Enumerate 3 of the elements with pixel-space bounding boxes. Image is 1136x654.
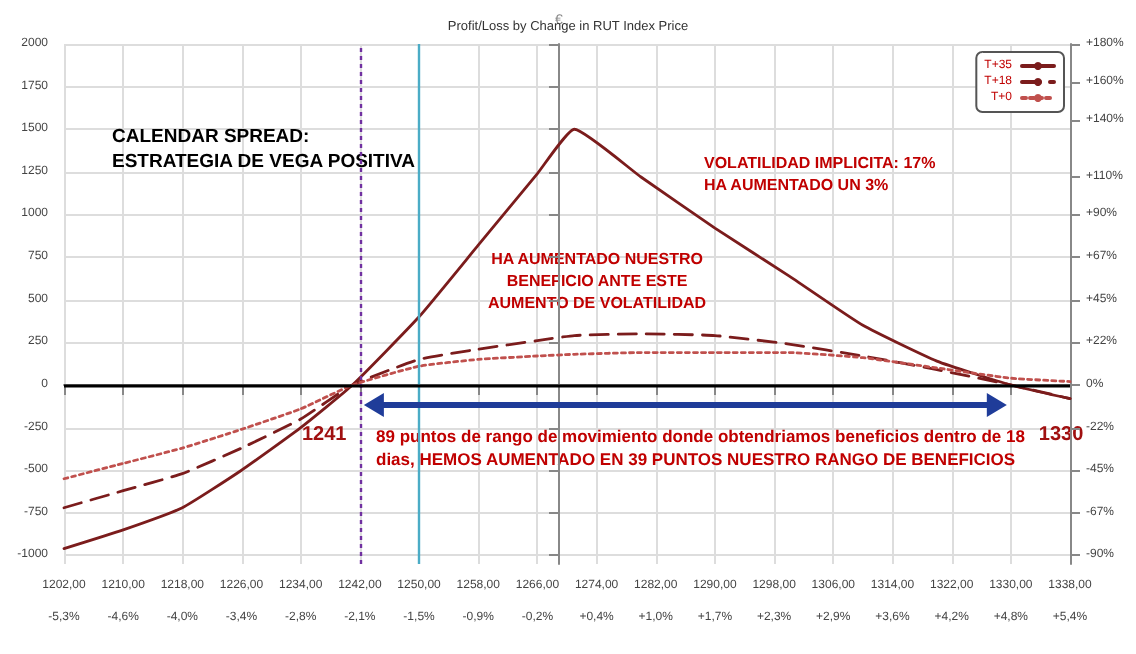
annotation: 1241 [301, 423, 348, 446]
annotation: VOLATILIDAD IMPLICITA: 17% HA AUMENTADO UN 3% [704, 154, 936, 194]
annotation: CALENDAR SPREAD: ESTRATEGIA DE VEGA POSITIVA [112, 125, 416, 173]
